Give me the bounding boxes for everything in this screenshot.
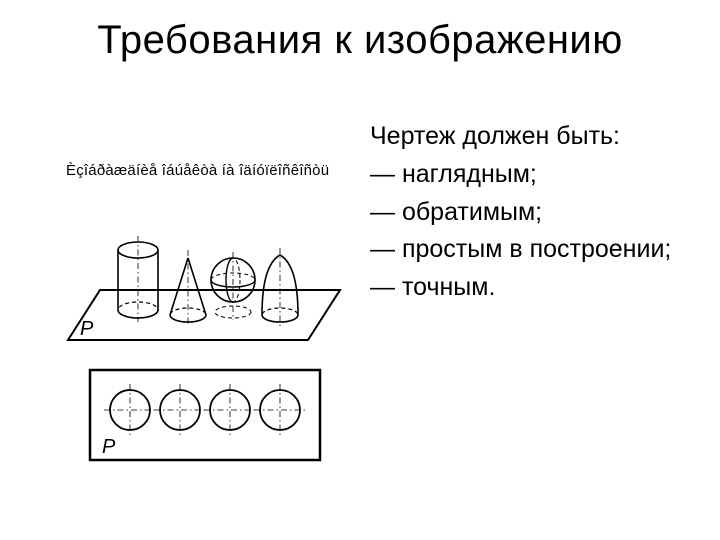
slide-title: Требования к изображению [0,18,720,63]
projection-circles [104,384,306,436]
solid-cone [170,250,206,326]
projection-plane-label: P [102,436,116,458]
projection-circle [104,384,156,436]
projection-circle [204,384,256,436]
projection-plane: P [90,370,320,460]
projection-diagram: P [50,220,350,480]
projection-circle [154,384,206,436]
text-block: Чертеж должен быть: — наглядным; — обрат… [370,120,700,309]
bullet-item: — наглядным; [370,158,700,192]
bullet-item: — точным. [370,271,700,305]
figure: P [50,160,350,460]
plane-3d-label: P [80,318,94,340]
solid-sphere [211,252,255,320]
intro-text: Чертеж должен быть: [370,120,700,154]
solid-paraboloid [262,248,298,326]
plane-3d: P [68,290,340,340]
content-area: Èçîáðàæäíèå îáúåêòà íà îäíóïëîñêîñòü P [0,120,720,540]
solid-cylinder [118,236,158,322]
projection-circle [254,384,306,436]
bullet-item: — простым в построении; [370,233,700,267]
bullet-item: — обратимым; [370,196,700,230]
